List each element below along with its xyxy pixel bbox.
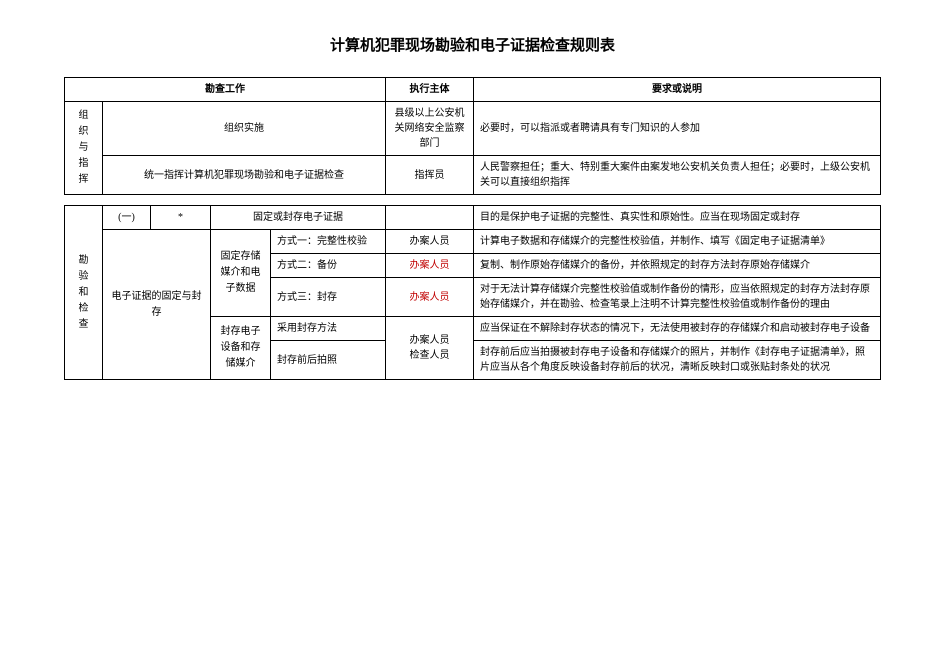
cell-executor: 县级以上公安机关网络安全监察部门 xyxy=(386,102,474,156)
page-title: 计算机犯罪现场勘验和电子证据检查规则表 xyxy=(64,34,881,55)
cell-desc: 必要时，可以指派或者聘请具有专门知识的人参加 xyxy=(474,102,881,156)
header-executor: 执行主体 xyxy=(386,78,474,102)
method-cell: 方式二：备份 xyxy=(271,254,386,278)
desc-cell: 应当保证在不解除封存状态的情况下，无法使用被封存的存储媒介和启动被封存电子设备 xyxy=(474,317,881,341)
cell-desc: 人民警察担任；重大、特别重大案件由案发地公安机关负责人担任；必要时，上级公安机关… xyxy=(474,156,881,195)
table-row: 统一指挥计算机犯罪现场勘验和电子证据检查 指挥员 人民警察担任；重大、特别重大案… xyxy=(65,156,881,195)
cell-work: 统一指挥计算机犯罪现场勘验和电子证据检查 xyxy=(103,156,386,195)
group-star: * xyxy=(151,206,211,230)
group-title-desc: 目的是保护电子证据的完整性、真实性和原始性。应当在现场固定或封存 xyxy=(474,206,881,230)
executor-cell: 办案人员 xyxy=(386,278,474,317)
subgroup1-label: 固定存储媒介和电子数据 xyxy=(211,230,271,317)
sub-label: 电子证据的固定与封存 xyxy=(103,230,211,380)
table-2: 勘验和检查 (一) * 固定或封存电子证据 目的是保护电子证据的完整性、真实性和… xyxy=(64,205,881,380)
table-row: 组织与指挥 组织实施 县级以上公安机关网络安全监察部门 必要时，可以指派或者聘请… xyxy=(65,102,881,156)
empty-cell xyxy=(386,206,474,230)
desc-cell: 复制、制作原始存储媒介的备份，并依照规定的封存方法封存原始存储媒介 xyxy=(474,254,881,278)
desc-cell: 计算电子数据和存储媒介的完整性校验值，并制作、填写《固定电子证据清单》 xyxy=(474,230,881,254)
table-header-row: 勘查工作 执行主体 要求或说明 xyxy=(65,78,881,102)
group-index: (一) xyxy=(103,206,151,230)
subgroup2-label: 封存电子设备和存储媒介 xyxy=(211,317,271,380)
table-row: 勘验和检查 (一) * 固定或封存电子证据 目的是保护电子证据的完整性、真实性和… xyxy=(65,206,881,230)
header-desc: 要求或说明 xyxy=(474,78,881,102)
group-title: 固定或封存电子证据 xyxy=(211,206,386,230)
method-cell: 方式一：完整性校验 xyxy=(271,230,386,254)
cell-work: 组织实施 xyxy=(103,102,386,156)
executor-cell: 办案人员检查人员 xyxy=(386,317,474,380)
cell-executor: 指挥员 xyxy=(386,156,474,195)
table-row: 电子证据的固定与封存 固定存储媒介和电子数据 方式一：完整性校验 办案人员 计算… xyxy=(65,230,881,254)
table-1: 勘查工作 执行主体 要求或说明 组织与指挥 组织实施 县级以上公安机关网络安全监… xyxy=(64,77,881,195)
desc-cell: 封存前后应当拍摄被封存电子设备和存储媒介的照片，并制作《封存电子证据清单》，照片… xyxy=(474,341,881,380)
section2-label: 勘验和检查 xyxy=(65,206,103,380)
method-cell: 封存前后拍照 xyxy=(271,341,386,380)
executor-cell: 办案人员 xyxy=(386,230,474,254)
header-work: 勘查工作 xyxy=(65,78,386,102)
executor-cell: 办案人员 xyxy=(386,254,474,278)
method-cell: 采用封存方法 xyxy=(271,317,386,341)
section1-label: 组织与指挥 xyxy=(65,102,103,195)
method-cell: 方式三：封存 xyxy=(271,278,386,317)
desc-cell: 对于无法计算存储媒介完整性校验值或制作备份的情形，应当依照规定的封存方法封存原始… xyxy=(474,278,881,317)
